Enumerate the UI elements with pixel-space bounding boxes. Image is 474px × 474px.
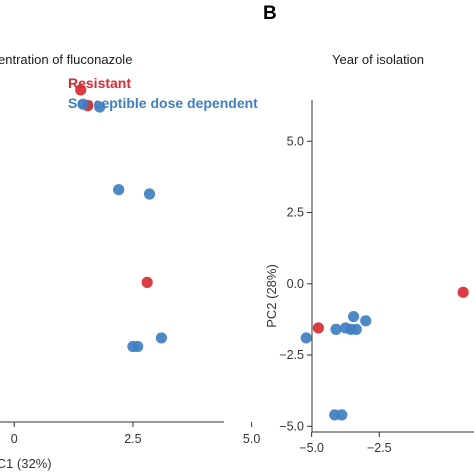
panel-a-point (132, 340, 144, 353)
panel-a-point (336, 409, 348, 421)
panel-b-y-tick-label: −2.5 (279, 348, 304, 362)
panel-b-y-ticks: −5.0 −2.5 0.0 2.5 5.0 (279, 134, 312, 433)
panel-b-point (312, 322, 325, 334)
panel-b-title: Year of isolation (332, 52, 424, 67)
panel-b-y-tick-label: −5.0 (279, 419, 304, 433)
panel-b-x-tick-label: −5.0 (299, 441, 324, 455)
panel-b-point (347, 310, 360, 323)
panel-a-point (77, 98, 89, 110)
panel-a-title: entration of fluconazole (0, 52, 132, 67)
panel-a-x-tick-label: 5.0 (243, 432, 260, 446)
panel-b-y-tick-label: 0.0 (287, 277, 304, 291)
panel-a-x-tick-label: 0 (11, 432, 18, 446)
panel-b-x-ticks: −5.0 −2.5 (299, 432, 392, 455)
panel-a-point (94, 101, 106, 113)
panel-a-x-ticks: 0 2.5 5.0 (11, 422, 260, 446)
panel-b-points (300, 286, 469, 344)
panel-a-point (155, 332, 168, 344)
panel-a-x-label: PC1 (32%) (0, 456, 52, 471)
panel-a-point (141, 276, 153, 288)
panel-a-point (75, 84, 87, 96)
panel-b-y-tick-label: 5.0 (287, 134, 304, 148)
panel-a-point (113, 184, 125, 196)
legend-susceptible-dose-dependent: Susceptible dose dependent (68, 95, 258, 111)
panel-b-point (330, 323, 342, 335)
panel-a-point (143, 188, 156, 200)
panel-b-point (360, 315, 372, 327)
panel-b-point (350, 323, 362, 335)
panel-b-label: B (263, 3, 277, 24)
panel-b-y-label: PC2 (28%) (264, 264, 279, 328)
panel-b-point (457, 286, 469, 298)
panel-b-point (300, 332, 312, 344)
panel-a: entration of fluconazole Resistant Susce… (0, 52, 348, 471)
panel-b: B Year of isolation −5.0 −2.5 0.0 2.5 5.0 −5… (263, 3, 474, 455)
panel-a-points (75, 84, 348, 421)
panel-a-x-tick-label: 2.5 (124, 432, 141, 446)
panel-b-y-tick-label: 2.5 (287, 206, 304, 220)
panel-b-x-tick-label: −2.5 (367, 441, 392, 455)
